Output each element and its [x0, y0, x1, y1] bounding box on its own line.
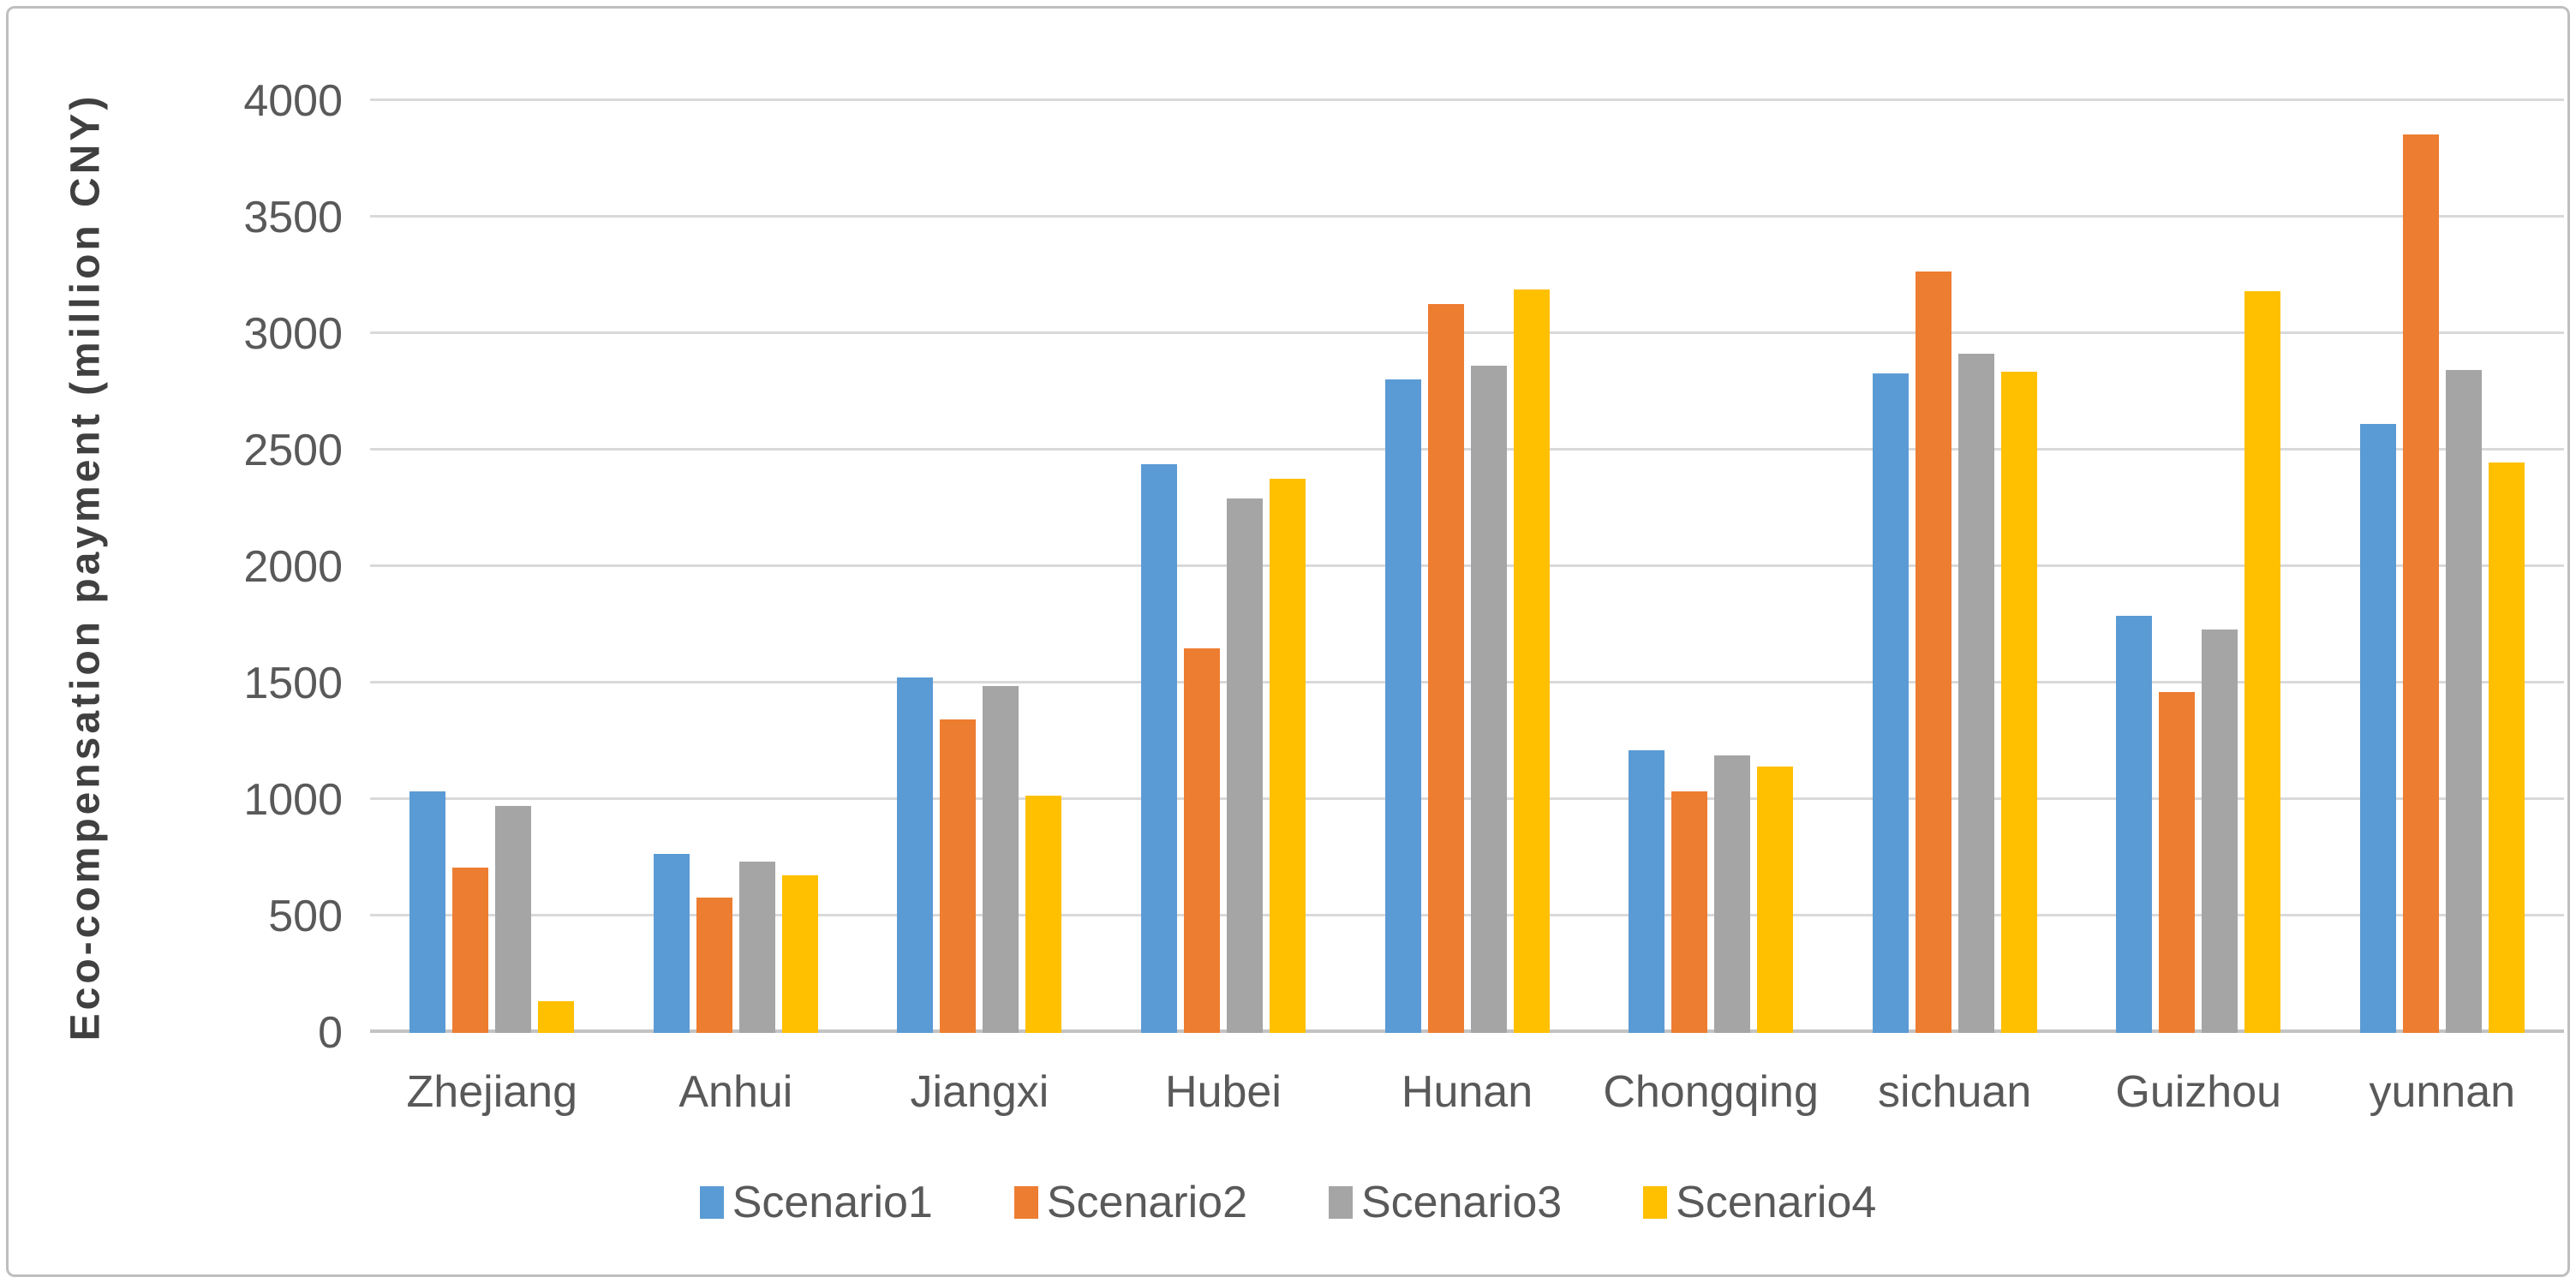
x-tick-label-yunnan: yunnan: [2369, 1067, 2516, 1117]
y-tick-label: 1000: [243, 775, 343, 825]
bar-scenario1-jiangxi: [897, 677, 934, 1033]
bar-scenario2-zhejiang: [452, 867, 489, 1033]
bar-scenario2-jiangxi: [940, 719, 977, 1033]
bar-scenario3-jiangxi: [983, 685, 1019, 1033]
bar-group-anhui: [614, 101, 858, 1033]
bar-group-sichuan: [1832, 101, 2077, 1033]
bar-scenario2-anhui: [696, 898, 732, 1033]
y-tick-label: 0: [318, 1008, 343, 1058]
bar-scenario2-hunan: [1427, 303, 1464, 1033]
gridline: [370, 98, 2564, 101]
legend-item-scenario3: Scenario3: [1329, 1177, 1562, 1228]
bar-scenario4-hunan: [1513, 289, 1550, 1033]
legend-swatch-icon: [699, 1186, 724, 1219]
bar-group-chongqing: [1589, 101, 1833, 1033]
bar-group-hunan: [1345, 101, 1589, 1033]
gridline: [370, 331, 2564, 334]
bar-scenario1-hunan: [1384, 379, 1421, 1033]
x-axis-tick-labels: Zhejiang Anhui Jiangxi Hubei Hunan Chongqing s…: [370, 1066, 2564, 1118]
bar-scenario3-guizhou: [2202, 630, 2238, 1033]
y-tick-label: 4000: [243, 76, 343, 126]
gridline: [370, 914, 2564, 916]
gridline: [370, 215, 2564, 218]
bar-scenario4-chongqing: [1757, 766, 1794, 1033]
legend-label: Scenario3: [1361, 1178, 1563, 1227]
legend-swatch-icon: [1643, 1186, 1668, 1219]
y-tick-label: 2500: [243, 426, 343, 475]
legend-label: Scenario1: [732, 1178, 933, 1227]
plot-area: [370, 98, 2564, 1033]
x-tick-label-hubei: Hubei: [1165, 1067, 1282, 1117]
legend-label: Scenario4: [1676, 1178, 1877, 1227]
bar-scenario3-hunan: [1470, 365, 1507, 1033]
gridline: [370, 797, 2564, 800]
bar-group-zhejiang: [370, 101, 614, 1033]
gridline: [370, 564, 2564, 567]
bar-scenario2-guizhou: [2159, 691, 2196, 1033]
bar-group-yunnan: [2321, 101, 2565, 1033]
bar-scenario2-yunnan: [2402, 134, 2439, 1033]
bar-scenario1-zhejiang: [409, 791, 446, 1033]
bar-scenario4-sichuan: [2000, 371, 2037, 1033]
legend-item-scenario2: Scenario2: [1013, 1177, 1247, 1228]
bar-scenario4-jiangxi: [1025, 795, 1062, 1033]
y-tick-label: 500: [268, 892, 343, 941]
bar-scenario1-sichuan: [1872, 373, 1909, 1033]
bar-scenario1-chongqing: [1629, 749, 1665, 1033]
x-tick-label-jiangxi: Jiangxi: [910, 1067, 1049, 1117]
x-tick-label-chongqing: Chongqing: [1603, 1067, 1819, 1117]
bar-group-guizhou: [2077, 101, 2321, 1033]
bar-scenario3-yunnan: [2445, 370, 2482, 1033]
x-tick-label-sichuan: sichuan: [1878, 1067, 2032, 1117]
bar-scenario3-zhejiang: [495, 805, 532, 1033]
legend-item-scenario1: Scenario1: [699, 1177, 933, 1228]
x-tick-label-hunan: Hunan: [1401, 1067, 1533, 1117]
bar-scenario2-chongqing: [1671, 791, 1708, 1033]
legend: Scenario1 Scenario2 Scenario3 Scenario4: [0, 1177, 2576, 1228]
bar-scenario2-sichuan: [1915, 271, 1951, 1033]
bar-scenario2-hubei: [1183, 648, 1220, 1033]
y-axis-tick-labels: 0 500 1000 1500 2000 2500 3000 3500 4000: [0, 79, 343, 1055]
bar-scenario3-sichuan: [1957, 354, 1994, 1033]
y-tick-label: 2000: [243, 542, 343, 592]
bar-scenario3-chongqing: [1714, 755, 1751, 1033]
gridline: [370, 681, 2564, 683]
y-tick-label: 1500: [243, 659, 343, 708]
legend-swatch-icon: [1013, 1186, 1038, 1219]
y-tick-label: 3500: [243, 193, 343, 242]
bar-scenario3-hubei: [1226, 498, 1263, 1033]
bar-scenario1-yunnan: [2359, 423, 2396, 1033]
bar-scenario4-guizhou: [2244, 290, 2281, 1033]
bar-scenario3-anhui: [738, 862, 775, 1033]
legend-swatch-icon: [1329, 1186, 1353, 1219]
x-tick-label-zhejiang: Zhejiang: [406, 1067, 578, 1117]
bar-scenario1-hubei: [1140, 464, 1177, 1033]
x-axis-zero-line: [370, 1029, 2564, 1033]
x-tick-label-guizhou: Guizhou: [2115, 1067, 2282, 1117]
bar-scenario4-anhui: [781, 875, 818, 1033]
bar-group-hubei: [1102, 101, 1346, 1033]
legend-label: Scenario2: [1046, 1178, 1247, 1227]
bar-scenario1-guizhou: [2116, 616, 2153, 1033]
bar-scenario4-yunnan: [2488, 462, 2525, 1033]
bar-scenario4-hubei: [1269, 478, 1306, 1033]
gridline: [370, 448, 2564, 451]
legend-item-scenario4: Scenario4: [1643, 1177, 1876, 1228]
bar-groups-layer: [370, 101, 2564, 1033]
y-tick-label: 3000: [243, 309, 343, 359]
bar-scenario4-zhejiang: [538, 1001, 575, 1033]
bar-group-jiangxi: [858, 101, 1102, 1033]
x-tick-label-anhui: Anhui: [678, 1067, 793, 1117]
bar-scenario1-anhui: [653, 853, 690, 1033]
